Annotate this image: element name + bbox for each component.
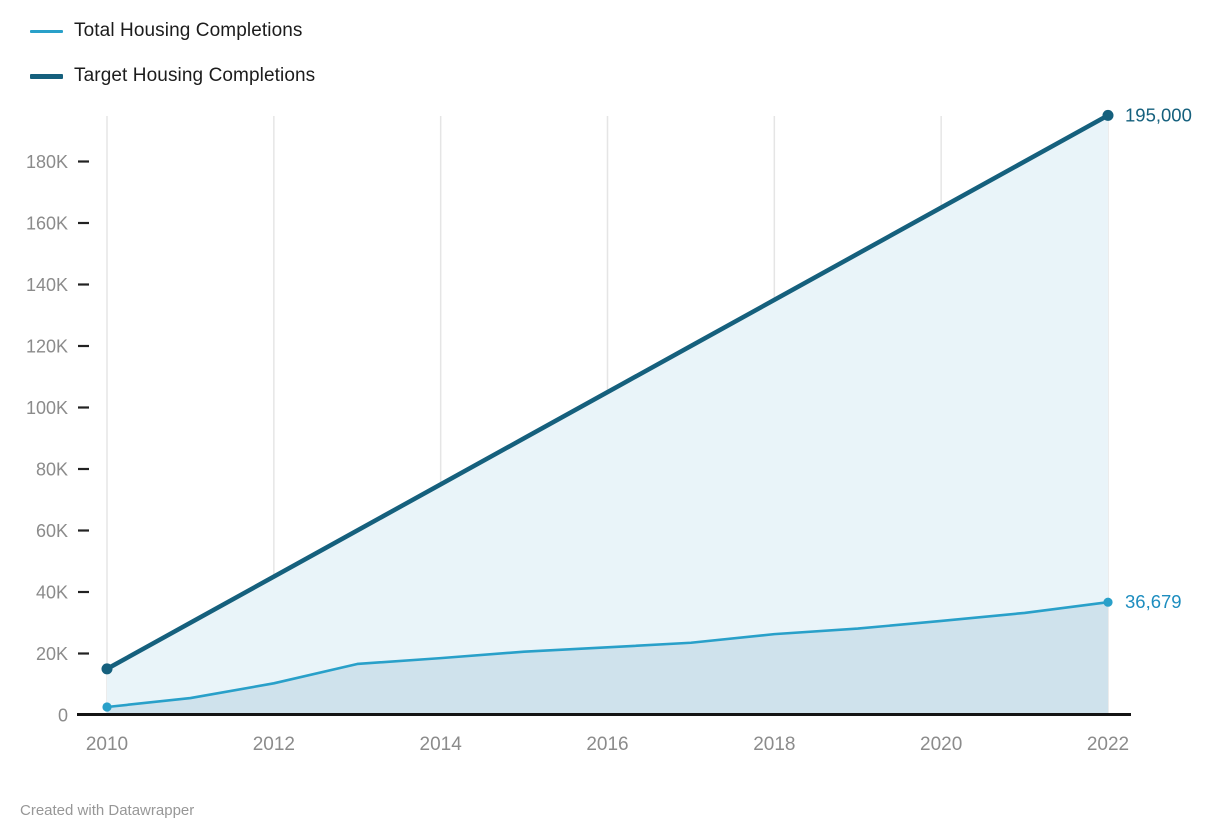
total-end-value-label: 36,679	[1125, 591, 1182, 612]
series-endpoint-dots	[101, 109, 1114, 712]
area-fills	[107, 115, 1108, 715]
svg-text:2022: 2022	[1087, 734, 1129, 755]
svg-text:2012: 2012	[253, 734, 295, 755]
svg-text:0: 0	[58, 706, 68, 726]
target-line-swatch-icon	[30, 73, 63, 79]
svg-text:80K: 80K	[36, 460, 68, 480]
svg-text:60K: 60K	[36, 521, 68, 541]
svg-text:20K: 20K	[36, 644, 68, 664]
svg-text:120K: 120K	[26, 337, 68, 357]
legend-label-target: Target Housing Completions	[74, 65, 316, 86]
legend-label-total: Total Housing Completions	[74, 20, 303, 41]
svg-text:2014: 2014	[420, 734, 463, 755]
svg-text:40K: 40K	[36, 583, 68, 603]
svg-text:2016: 2016	[586, 734, 628, 755]
y-axis-tick-labels: 0 20K 40K 60K 80K 100K 120K 140K 160K 180K	[26, 152, 68, 726]
svg-text:140K: 140K	[26, 275, 68, 295]
legend: Total Housing Completions Target Housing…	[30, 16, 315, 106]
svg-text:2020: 2020	[920, 734, 962, 755]
series-lines	[104, 113, 1111, 709]
svg-text:180K: 180K	[26, 152, 68, 172]
svg-text:2018: 2018	[753, 734, 795, 755]
target-end-value-label: 195,000	[1125, 104, 1192, 125]
legend-item-total: Total Housing Completions	[30, 16, 315, 46]
svg-text:160K: 160K	[26, 214, 68, 234]
datawrapper-credit: Created with Datawrapper	[20, 802, 195, 819]
x-axis-tick-labels: 2010 2012 2014 2016 2018 2020 2022	[86, 734, 1129, 755]
svg-text:2010: 2010	[86, 734, 128, 755]
svg-text:100K: 100K	[26, 398, 68, 418]
axes	[77, 160, 1131, 716]
total-line-swatch-icon	[30, 29, 63, 33]
legend-item-target: Target Housing Completions	[30, 61, 315, 91]
